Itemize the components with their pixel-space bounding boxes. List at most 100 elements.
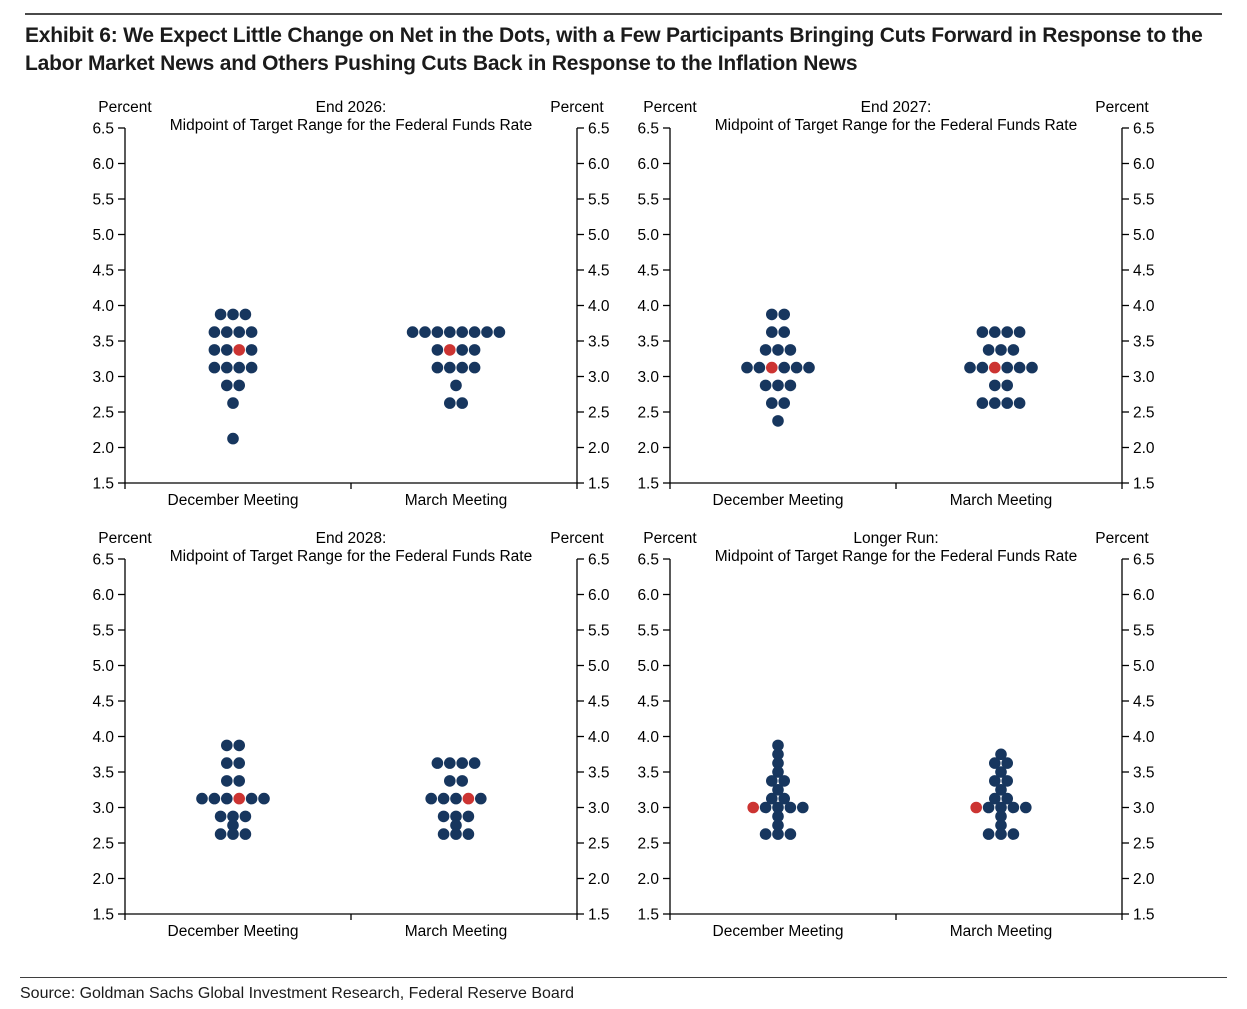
y-tick-label-left: 3.5 [637, 334, 659, 351]
dot [778, 775, 790, 787]
dot [431, 361, 444, 374]
dot [245, 344, 258, 356]
dot [772, 748, 784, 761]
dot [759, 801, 772, 814]
dot [450, 792, 462, 805]
dot [772, 784, 784, 796]
y-tick-label-right: 4.5 [1133, 694, 1155, 711]
dot [778, 397, 790, 409]
dot-plot-end-2027: 6.5 6.5 6.0 6.0 5.5 5.5 5.0 5.0 4.5 4.5 4.0 4.0 3.5 3… [637, 99, 1155, 509]
y-tick-label-left: 6.0 [637, 156, 659, 173]
y-tick-label-left: 2.5 [92, 405, 114, 422]
dot [239, 308, 252, 321]
dot [790, 361, 803, 374]
y-tick-label-left: 4.5 [92, 263, 114, 280]
dot [1001, 397, 1013, 409]
dot [208, 792, 221, 805]
dot [233, 775, 245, 787]
y-tick-label-left: 5.0 [637, 658, 659, 675]
dot [964, 361, 976, 374]
dot [1001, 792, 1013, 805]
dot [759, 828, 772, 840]
y-tick-label-right: 2.0 [1133, 871, 1155, 888]
unit-label-right: Percent [550, 530, 604, 547]
median-dot-red [233, 344, 245, 356]
dot [462, 810, 475, 823]
y-tick-label-left: 2.0 [637, 871, 659, 888]
dot [221, 739, 233, 752]
dot [462, 828, 475, 840]
y-tick-label-left: 4.0 [92, 729, 114, 746]
y-tick-label-right: 2.5 [1133, 836, 1155, 853]
dot [995, 801, 1007, 814]
panel-title-line-2: Midpoint of Target Range for the Federal… [715, 117, 1077, 134]
dot [450, 819, 462, 832]
dot [778, 361, 790, 374]
dot [989, 326, 1001, 338]
dot [214, 828, 227, 840]
dot [772, 415, 784, 427]
panel-end-2028: 6.5 6.5 6.0 6.0 5.5 5.5 5.0 5.0 4.5 4.5 4.0 4.0 3.5 3… [88, 526, 618, 951]
dot [766, 792, 778, 805]
dot [995, 810, 1007, 823]
y-tick-label-left: 6.5 [92, 552, 114, 569]
category-label: December Meeting [713, 923, 844, 940]
dot [772, 819, 784, 832]
unit-label-left: Percent [98, 99, 152, 116]
y-tick-label-left: 5.5 [92, 623, 114, 640]
dot [976, 326, 989, 338]
dot [221, 775, 233, 787]
dot [425, 792, 438, 805]
unit-label-right: Percent [1095, 99, 1149, 116]
dot [468, 326, 481, 338]
median-dot-red [462, 792, 475, 805]
y-tick-label-right: 3.0 [1133, 369, 1155, 386]
y-tick-label-left: 1.5 [92, 476, 114, 493]
dot [208, 326, 221, 338]
dot [233, 361, 245, 374]
y-tick-label-right: 5.0 [1133, 227, 1155, 244]
dot [995, 828, 1007, 840]
unit-label-right: Percent [1095, 530, 1149, 547]
dot [208, 344, 221, 356]
y-tick-label-right: 3.0 [588, 800, 610, 817]
dot [468, 757, 481, 769]
dot [406, 326, 419, 338]
dot [245, 326, 258, 338]
y-tick-label-right: 5.5 [1133, 623, 1155, 640]
source-line: Source: Goldman Sachs Global Investment … [20, 985, 575, 1002]
dot [450, 828, 462, 840]
y-tick-label-left: 3.5 [92, 765, 114, 782]
dot [258, 792, 270, 805]
panel-end-2026: 6.5 6.5 6.0 6.0 5.5 5.5 5.0 5.0 4.5 4.5 4.0 4.0 3.5 3… [88, 95, 618, 520]
median-dot-red [970, 801, 982, 814]
dot [1007, 344, 1020, 356]
y-tick-label-right: 3.5 [588, 334, 610, 351]
y-tick-label-left: 5.5 [637, 623, 659, 640]
dot [196, 792, 208, 805]
y-tick-label-left: 6.0 [92, 156, 114, 173]
dot [989, 792, 1001, 805]
dot [431, 326, 444, 338]
y-tick-label-right: 1.5 [588, 907, 610, 924]
y-tick-label-left: 5.0 [637, 227, 659, 244]
dot [456, 361, 469, 374]
y-tick-label-left: 2.0 [92, 871, 114, 888]
dot [989, 775, 1001, 787]
y-tick-label-left: 5.0 [92, 227, 114, 244]
y-tick-label-right: 6.0 [1133, 156, 1155, 173]
y-tick-label-left: 6.5 [637, 121, 659, 138]
y-tick-label-right: 4.0 [1133, 729, 1155, 746]
top-rule [25, 13, 1222, 15]
y-tick-label-left: 4.5 [637, 694, 659, 711]
dot [245, 792, 258, 805]
dot [772, 810, 784, 823]
dot [995, 784, 1007, 796]
y-tick-label-right: 4.0 [1133, 298, 1155, 315]
dot [995, 766, 1007, 778]
y-tick-label-right: 4.5 [588, 263, 610, 280]
exhibit-title-line-1: Exhibit 6: We Expect Little Change on Ne… [25, 24, 1203, 47]
source-rule [20, 977, 1227, 978]
y-tick-label-left: 3.0 [92, 800, 114, 817]
dot-plot-end-2028: 6.5 6.5 6.0 6.0 5.5 5.5 5.0 5.0 4.5 4.5 4.0 4.0 3.5 3… [92, 530, 610, 940]
